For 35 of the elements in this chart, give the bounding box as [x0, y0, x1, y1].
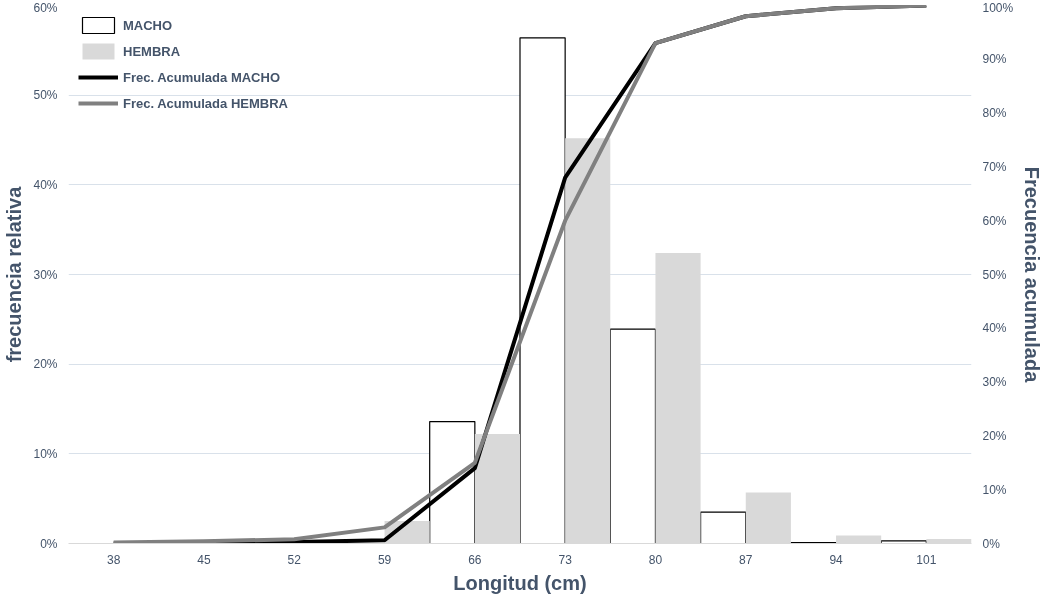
y2-tick-label: 100% [982, 0, 1014, 15]
y2-axis-title: Frecuencia acumulada [1021, 166, 1044, 384]
y-tick-label: 50% [33, 88, 58, 103]
y2-tick-label: 90% [982, 52, 1007, 67]
y-tick-label: 60% [33, 0, 58, 15]
x-tick-label: 80 [648, 552, 663, 567]
y2-tick-label: 60% [982, 213, 1007, 228]
y2-tick-label: 70% [982, 159, 1007, 174]
y2-tick-label: 30% [982, 375, 1007, 390]
y2-tick-label: 10% [982, 482, 1007, 497]
y2-tick-label: 0% [982, 536, 1001, 551]
x-tick-label: 66 [468, 552, 482, 567]
x-tick-label: 94 [829, 552, 844, 567]
y-tick-label: 0% [40, 536, 58, 551]
x-tick-label: 52 [287, 552, 302, 567]
x-tick-label: 73 [558, 552, 573, 567]
x-tick-label: 38 [106, 552, 121, 567]
x-tick-label: 87 [739, 552, 753, 567]
x-axis-title: Longitud (cm) [453, 571, 587, 594]
y2-tick-label: 20% [982, 428, 1007, 443]
legend-label: HEMBRA [123, 43, 181, 59]
legend-label: Frec. Acumulada HEMBRA [123, 95, 288, 111]
legend-label: Frec. Acumulada MACHO [123, 69, 280, 85]
y-tick-label: 20% [33, 357, 58, 372]
y-tick-label: 30% [33, 267, 58, 282]
x-tick-label: 59 [377, 552, 392, 567]
y-axis-title: frecuencia relativa [3, 185, 26, 363]
x-tick-label: 101 [916, 552, 937, 567]
x-tick-label: 45 [197, 552, 211, 567]
y2-tick-label: 40% [982, 321, 1007, 336]
y-tick-label: 40% [33, 177, 58, 192]
y2-tick-label: 80% [982, 106, 1007, 121]
y2-tick-label: 50% [982, 267, 1007, 282]
legend-label: MACHO [123, 17, 173, 33]
y-tick-label: 10% [33, 446, 58, 461]
